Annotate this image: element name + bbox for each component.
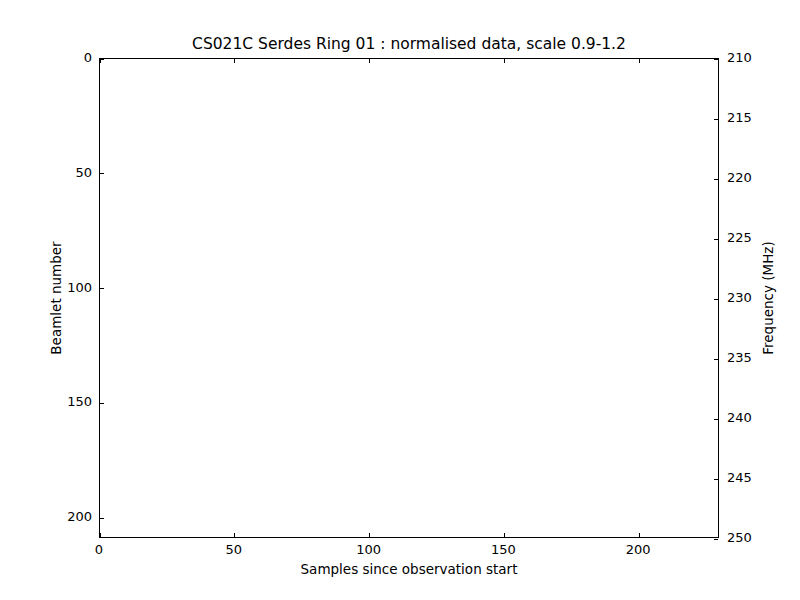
y-tick-label-right: 245	[727, 470, 752, 486]
x-tick-bottom	[639, 533, 640, 537]
x-tick-label: 150	[491, 542, 516, 558]
y-axis-label-right: Frequency (MHz)	[760, 241, 776, 354]
y-tick-label-right: 250	[727, 530, 752, 546]
y-tick-right	[714, 119, 718, 120]
x-tick-top	[504, 59, 505, 63]
y-tick-right	[714, 479, 718, 480]
y-tick-right	[714, 299, 718, 300]
x-tick-label: 0	[95, 542, 103, 558]
y-tick-label-right: 240	[727, 410, 752, 426]
y-tick-label-left: 100	[32, 280, 92, 296]
y-tick-label-right: 225	[727, 230, 752, 246]
y-tick-right	[714, 359, 718, 360]
x-tick-label: 50	[226, 542, 243, 558]
y-tick-label-right: 215	[727, 110, 752, 126]
y-tick-label-left: 200	[32, 509, 92, 525]
plot-area	[99, 58, 719, 538]
y-tick-right	[714, 59, 718, 60]
y-tick-right	[714, 239, 718, 240]
x-tick-top	[639, 59, 640, 63]
x-tick-bottom	[100, 533, 101, 537]
y-tick-left	[100, 403, 104, 404]
plot-title: CS021C Serdes Ring 01 : normalised data,…	[99, 35, 719, 53]
y-tick-left	[100, 288, 104, 289]
y-tick-right	[714, 539, 718, 540]
x-tick-label: 100	[356, 542, 381, 558]
x-axis-label: Samples since observation start	[99, 561, 719, 577]
y-tick-left	[100, 173, 104, 174]
y-tick-label-left: 150	[32, 394, 92, 410]
y-tick-right	[714, 419, 718, 420]
y-tick-label-right: 230	[727, 290, 752, 306]
y-axis-label-left: Beamlet number	[48, 241, 64, 354]
y-tick-label-right: 220	[727, 170, 752, 186]
y-tick-label-left: 0	[32, 50, 92, 66]
y-tick-label-right: 210	[727, 50, 752, 66]
x-tick-bottom	[504, 533, 505, 537]
y-tick-left	[100, 59, 104, 60]
x-tick-top	[369, 59, 370, 63]
y-tick-left	[100, 518, 104, 519]
x-tick-label: 200	[626, 542, 651, 558]
x-tick-top	[100, 59, 101, 63]
y-tick-label-right: 235	[727, 350, 752, 366]
y-tick-label-left: 50	[32, 165, 92, 181]
x-tick-bottom	[369, 533, 370, 537]
x-tick-top	[234, 59, 235, 63]
y-tick-right	[714, 179, 718, 180]
figure: CS021C Serdes Ring 01 : normalised data,…	[0, 0, 800, 600]
x-tick-bottom	[234, 533, 235, 537]
